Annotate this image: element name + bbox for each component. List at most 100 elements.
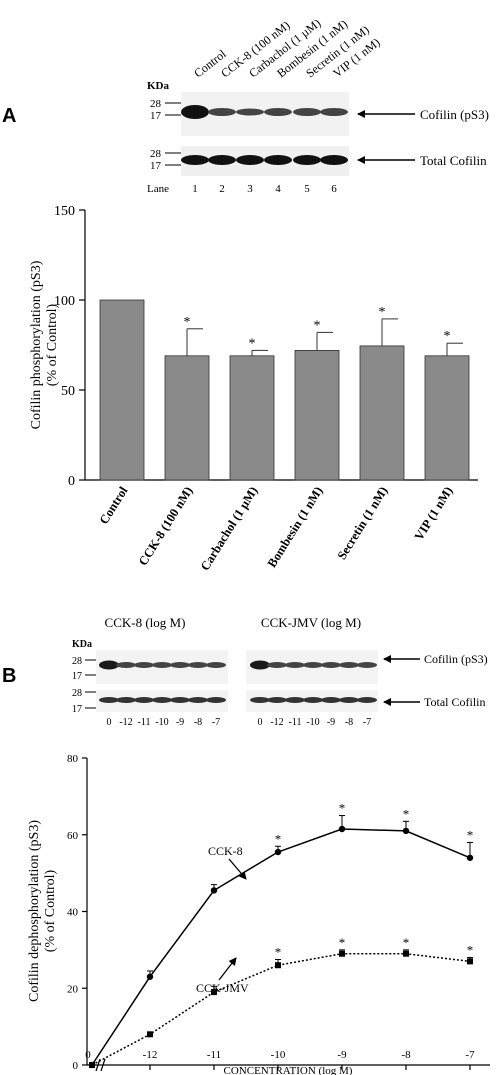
blot-b-bottom-band bbox=[321, 697, 341, 703]
series-significance: * bbox=[403, 806, 410, 821]
bar-chart-y-ticks: 0 50 100 150 bbox=[54, 204, 85, 489]
blot-a-bottom-label: Total Cofilin bbox=[420, 153, 487, 168]
blot-b-top-band bbox=[134, 662, 154, 668]
blot-b-bottom-band bbox=[188, 697, 208, 703]
line-x-tick-label: -7 bbox=[465, 1049, 475, 1061]
blot-b-bottom-band bbox=[339, 697, 359, 703]
blot-b-top-band bbox=[303, 662, 323, 668]
blot-b-top-band bbox=[357, 662, 377, 668]
line-y-tick-label: 40 bbox=[67, 907, 79, 919]
line-x-tick-label: 0 bbox=[85, 1049, 91, 1061]
blot-b-bottom-band bbox=[267, 697, 287, 703]
series-point bbox=[89, 1062, 95, 1068]
line-y-tick-label: 0 bbox=[73, 1060, 79, 1072]
line-y-tick-label: 60 bbox=[67, 830, 79, 842]
blot-b-conc-label: -11 bbox=[138, 717, 151, 728]
blot-a-bottom-band bbox=[293, 155, 321, 165]
bar-category-label: VIP (1 nM) bbox=[412, 484, 456, 543]
bar-significance: * bbox=[249, 336, 256, 351]
line-chart-ylabel-line1: Cofilin dephosphorylation (pS3) bbox=[27, 820, 42, 1002]
blot-a-bottom-marker-28: 28 bbox=[150, 148, 162, 160]
blot-b-top-band bbox=[267, 662, 287, 668]
blot-a-lane-numbers: 1 2 3 4 5 6 bbox=[192, 183, 337, 195]
bar-significance: * bbox=[314, 318, 321, 333]
line-x-tick-label: -8 bbox=[401, 1049, 411, 1061]
blot-b-bottom-band bbox=[357, 697, 377, 703]
blot-a-bottom-marker-17: 17 bbox=[150, 160, 162, 172]
blot-a-top-marker-17: 17 bbox=[150, 110, 162, 122]
bar bbox=[294, 349, 340, 481]
blot-b-conc-label: -9 bbox=[176, 717, 184, 728]
series-significance: * bbox=[339, 935, 346, 950]
bar-y-tick-label: 100 bbox=[54, 294, 75, 309]
line-chart-xlabel: CONCENTRATION (log M) bbox=[224, 1065, 353, 1075]
blot-b-conc-label: -12 bbox=[119, 717, 132, 728]
blot-a-bottom-band bbox=[236, 155, 264, 165]
blot-b-bottom-marker-28: 28 bbox=[72, 688, 82, 699]
blot-a-unit: KDa bbox=[147, 80, 170, 92]
series-point bbox=[146, 973, 154, 980]
blot-a-top-label: Cofilin (pS3) bbox=[420, 107, 489, 122]
blot-b-bottom-band bbox=[99, 697, 119, 703]
blot-b-unit: KDa bbox=[72, 639, 92, 650]
series-significance: * bbox=[403, 935, 410, 950]
blot-b-conc-label: 0 bbox=[107, 717, 112, 728]
blot-b-top-band bbox=[99, 660, 119, 670]
blot-b-conc-label: -7 bbox=[212, 717, 220, 728]
panel-b-letter: B bbox=[2, 665, 16, 687]
blot-b-conc-label: -10 bbox=[155, 717, 168, 728]
blot-a-top-band bbox=[264, 108, 292, 116]
blot-a-bottom-band bbox=[208, 155, 236, 165]
blot-b-conc-label: -10 bbox=[306, 717, 319, 728]
blot-a-top-bands bbox=[181, 105, 348, 119]
series-point bbox=[466, 854, 474, 861]
series-point bbox=[275, 962, 281, 969]
blot-a-top-band bbox=[181, 105, 209, 119]
blot-b-top-band bbox=[116, 662, 136, 668]
blot-a-lane-word: Lane bbox=[147, 183, 169, 195]
blot-a-top-band bbox=[293, 108, 321, 116]
blot-a-lane-number: 2 bbox=[219, 183, 225, 195]
blot-b-bottom-band bbox=[250, 697, 270, 703]
bar-category-label: Bombesin (1 nM) bbox=[265, 484, 326, 570]
blot-b-top-band bbox=[285, 662, 305, 668]
bar-chart-ylabel-line1: Cofilin phosphorylation (pS3) bbox=[29, 260, 44, 429]
series-label-cck8: CCK-8 bbox=[208, 844, 243, 858]
blot-a-top-membrane bbox=[181, 92, 349, 136]
series-point bbox=[403, 950, 409, 957]
series-label-cckjmv: CCK-JMV bbox=[196, 981, 249, 995]
line-chart: Cofilin dephosphorylation (pS3) (% of Co… bbox=[27, 753, 490, 1075]
bar-y-tick-label: 50 bbox=[61, 384, 75, 399]
line-x-tick-label: -10 bbox=[271, 1049, 286, 1061]
bar-chart-ylabel-line2: (% of Control) bbox=[45, 303, 60, 386]
blot-b-group1-title: CCK-8 (log M) bbox=[105, 615, 186, 630]
blot-b-top-band bbox=[321, 662, 341, 668]
blot-b-conc-label: -11 bbox=[289, 717, 302, 728]
bar-category-label: Secretin (1 nM) bbox=[335, 484, 391, 562]
blot-a-lane-number: 5 bbox=[304, 183, 310, 195]
series-point bbox=[402, 827, 410, 835]
bar-chart-bars: * * * * * bbox=[99, 299, 470, 481]
line-x-tick-label: -12 bbox=[143, 1049, 158, 1061]
bar-chart-x-labels: Control CCK-8 (100 nM) Carbachol (1 µM) Bom… bbox=[97, 484, 456, 573]
bar bbox=[164, 355, 210, 481]
blot-a-top-band bbox=[208, 108, 236, 116]
series-significance: * bbox=[467, 943, 474, 958]
series-point bbox=[274, 848, 282, 856]
blot-b-top-band bbox=[188, 662, 208, 668]
bar bbox=[99, 299, 145, 481]
blot-b-conc-label: -9 bbox=[327, 717, 335, 728]
series-point bbox=[147, 1031, 153, 1038]
blot-b-conc-label: -8 bbox=[345, 717, 353, 728]
line-chart-series: * * * * * * * * bbox=[88, 801, 474, 1069]
blot-a-lane-number: 3 bbox=[247, 183, 253, 195]
blot-b-top-band bbox=[152, 662, 172, 668]
blot-b-bottom-band bbox=[152, 697, 172, 703]
blot-b-group2-title: CCK-JMV (log M) bbox=[261, 615, 361, 630]
series-arrow-cck8 bbox=[228, 858, 247, 880]
blot-b: CCK-8 (log M) CCK-JMV (log M) KDa 28 17 … bbox=[72, 615, 488, 728]
blot-b-bands bbox=[99, 660, 377, 703]
bar bbox=[424, 355, 470, 481]
bar-category-label: Control bbox=[97, 484, 131, 527]
